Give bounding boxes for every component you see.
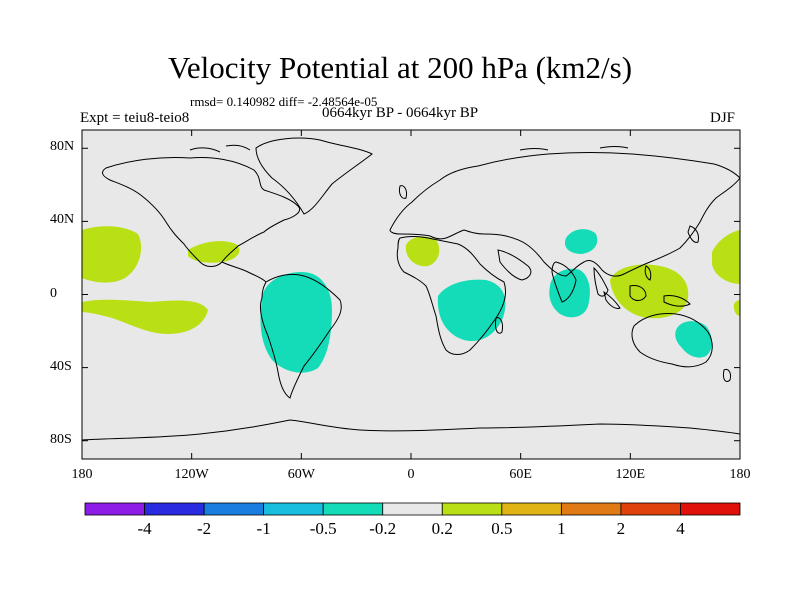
colorbar-swatch-0 <box>84 502 145 516</box>
colorbar-swatch-6 <box>441 502 503 516</box>
positive-region-north-africa <box>405 236 440 267</box>
coastline-greenland <box>255 137 373 215</box>
experiment-label: Expt = teiu8-teio8 <box>80 110 190 126</box>
coastline-southeast-asia <box>593 266 609 297</box>
coastline-antarctica <box>81 419 741 441</box>
lon-label: 0 <box>407 467 415 482</box>
coastline-philippines <box>644 265 652 281</box>
positive-region-pacific-north <box>82 226 142 283</box>
lon-label: 60E <box>509 467 532 482</box>
negative-region-south-america <box>260 272 332 373</box>
colorbar-swatch-2 <box>203 502 265 516</box>
map-title: Velocity Potential at 200 hPa (km2/s) <box>167 50 633 85</box>
coastline-central-america <box>221 261 267 283</box>
colorbar-label: -4 <box>137 519 152 538</box>
lat-label: 80N <box>50 139 75 155</box>
colorbar-swatch-7 <box>501 502 562 516</box>
latitude-ticks <box>82 147 740 442</box>
coastline-arctic-islands <box>189 144 629 153</box>
colorbar-swatch-3 <box>263 502 324 516</box>
lat-label: 40S <box>50 358 72 374</box>
lon-label: 60W <box>287 467 315 482</box>
colorbar-swatch-8 <box>560 502 622 516</box>
stats-line: rmsd= 0.140982 diff= -2.48564e-05 <box>190 94 378 109</box>
longitude-ticks <box>81 130 741 459</box>
coastline-south-america <box>259 273 342 399</box>
coastline-arabia <box>497 249 532 281</box>
lon-label: 180 <box>71 467 93 482</box>
colorbar <box>84 502 741 516</box>
colorbar-swatch-5 <box>382 502 443 516</box>
coastlines <box>81 137 741 441</box>
colorbar-label: -2 <box>196 519 212 538</box>
colorbar-label: 0.5 <box>491 519 513 538</box>
coastline-sumatra <box>603 290 621 309</box>
coastline-australia <box>631 313 713 368</box>
positive-region-dateline-small <box>733 300 740 316</box>
season-label: DJF <box>710 110 736 126</box>
coastline-borneo <box>629 285 647 301</box>
coastline-india <box>551 261 577 303</box>
colorbar-label: 0.2 <box>431 519 453 538</box>
positive-region-pacific-south <box>82 299 208 334</box>
lon-label: 180 <box>729 467 751 482</box>
coastline-new-zealand <box>723 369 731 383</box>
colorbar-label: -0.2 <box>369 519 397 538</box>
lon-label: 120W <box>174 467 209 482</box>
coastline-japan <box>687 225 699 243</box>
colorbar-label: 1 <box>557 519 566 538</box>
lat-label: 80S <box>50 431 72 447</box>
colorbar-swatch-1 <box>144 502 205 516</box>
negative-region-arabia <box>564 229 598 254</box>
colorbar-swatch-9 <box>620 502 681 516</box>
coastline-madagascar <box>495 317 503 334</box>
coastline-eurasia <box>389 152 741 277</box>
coastline-british-isles <box>399 185 407 199</box>
coastline-north-america <box>102 157 300 267</box>
negative-region-southern-africa <box>437 279 506 342</box>
colorbar-label: 4 <box>676 519 685 538</box>
colorbar-label: -0.5 <box>309 519 337 538</box>
colorbar-label: -1 <box>256 519 271 538</box>
positive-anomaly-regions <box>82 226 740 334</box>
negative-anomaly-regions <box>260 229 712 373</box>
negative-region-indian-ocean <box>549 268 590 318</box>
period-label: 0664kyr BP - 0664kyr BP <box>322 105 479 121</box>
lat-label: 0 <box>50 285 57 301</box>
lon-label: 120E <box>615 467 646 482</box>
lat-label: 40N <box>50 212 75 228</box>
colorbar-swatch-10 <box>680 502 741 516</box>
colorbar-label: 2 <box>616 519 626 538</box>
negative-region-australia <box>675 321 712 358</box>
coastline-new-guinea <box>663 295 691 307</box>
coastline-africa <box>396 236 507 355</box>
colorbar-swatch-4 <box>322 502 384 516</box>
positive-region-maritime-continent <box>610 264 689 319</box>
positive-region-west-pacific <box>712 230 740 284</box>
positive-region-central-america <box>188 241 240 263</box>
